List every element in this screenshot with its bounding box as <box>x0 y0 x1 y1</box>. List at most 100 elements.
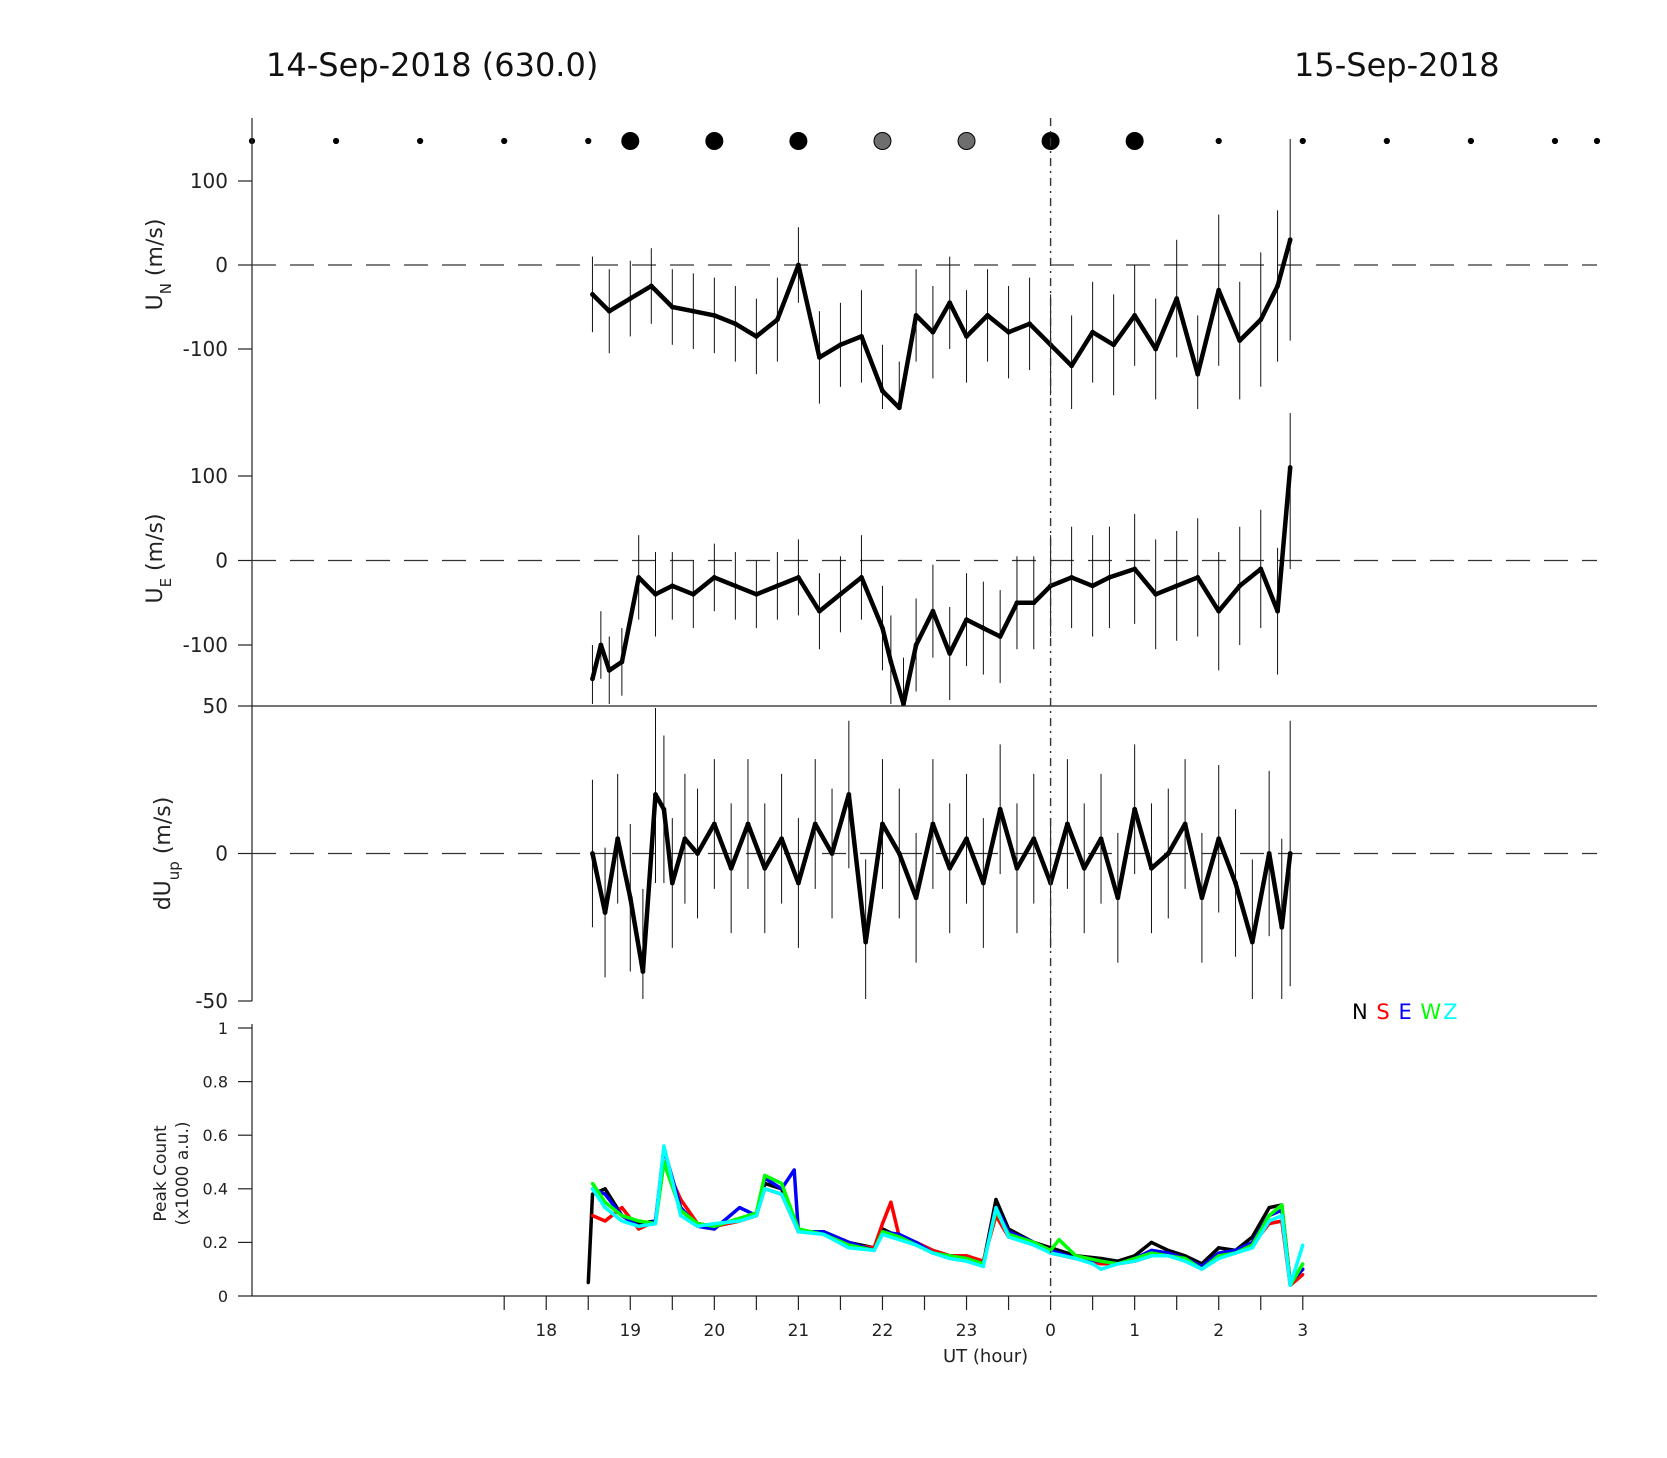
legend-entry-n: N <box>1352 1000 1368 1024</box>
data-point <box>1195 371 1201 377</box>
data-point <box>1032 1243 1036 1247</box>
x-axis-title: UT (hour) <box>943 1346 1028 1367</box>
quality-marker <box>1593 137 1601 145</box>
data-point <box>930 608 936 614</box>
y-axis-label: UN (m/s) <box>143 219 175 311</box>
data-point <box>1006 329 1011 335</box>
data-point <box>1280 1203 1284 1207</box>
data-point <box>914 1243 918 1247</box>
data-point <box>779 836 784 842</box>
data-point <box>636 575 642 580</box>
y-tick-label: 1 <box>218 1019 228 1038</box>
quality-marker <box>1383 137 1390 145</box>
data-point <box>880 821 885 827</box>
x-tick-label: 18 <box>535 1321 557 1341</box>
data-point <box>1216 287 1222 293</box>
data-point <box>690 591 696 597</box>
data-point <box>981 1264 985 1269</box>
data-point <box>1195 575 1201 580</box>
data-point <box>662 1144 666 1148</box>
data-point <box>1267 1205 1271 1210</box>
quality-marker <box>705 132 724 150</box>
data-point <box>847 1246 851 1250</box>
data-point <box>985 313 990 318</box>
panel-u-east: -100 0 100 UE (m/s) <box>143 411 1597 707</box>
y-axis-label-line1: Peak Count <box>151 1125 171 1222</box>
data-point <box>1217 1256 1221 1261</box>
x-tick-label: 19 <box>619 1321 641 1341</box>
y-axis-label-unit: (m/s) <box>151 797 176 861</box>
data-point <box>1275 283 1280 289</box>
data-point <box>1301 1272 1305 1277</box>
data-point <box>1132 566 1138 572</box>
legend-entry-w: W <box>1420 1000 1442 1024</box>
data-point <box>947 651 953 656</box>
y-tick-label: 0 <box>215 842 228 866</box>
x-axis: 18 19 20 21 22 23 0 1 2 3UT (hour) <box>503 1296 1308 1367</box>
data-point <box>712 1224 716 1228</box>
data-point <box>669 583 675 589</box>
data-point <box>964 334 969 339</box>
data-point <box>997 634 1003 639</box>
data-point <box>1091 1262 1095 1266</box>
quality-marker <box>417 137 424 145</box>
data-point <box>754 1214 758 1218</box>
data-point <box>1301 1262 1305 1266</box>
data-point <box>1288 1283 1292 1287</box>
data-point <box>637 1219 641 1223</box>
data-point <box>994 1205 998 1210</box>
data-point <box>1275 608 1280 614</box>
data-point <box>620 1214 624 1218</box>
data-point <box>889 1200 893 1204</box>
data-point <box>964 836 969 842</box>
data-point <box>1111 342 1117 348</box>
y-axis-label-unit: (m/s) <box>143 513 168 577</box>
panel-du-up: -50 0 50 dUup (m/s) <box>151 694 1597 1013</box>
data-point <box>590 1192 595 1196</box>
quality-marker <box>1215 137 1222 145</box>
data-point <box>745 821 751 827</box>
data-point <box>964 1254 969 1258</box>
data-point <box>1279 924 1285 930</box>
data-point <box>603 1205 607 1210</box>
data-point <box>796 1230 801 1234</box>
series-line <box>590 239 1293 411</box>
data-point <box>1081 865 1087 871</box>
data-point <box>1057 1238 1061 1242</box>
data-point <box>872 1248 876 1253</box>
data-point <box>1153 591 1159 597</box>
data-point <box>1199 895 1205 901</box>
data-point <box>829 851 835 856</box>
y-axis-label-subscript: E <box>157 578 175 587</box>
data-point <box>1149 1248 1154 1253</box>
data-point <box>711 821 717 827</box>
data-point <box>1115 895 1121 901</box>
panel-peak-count: 0 0.2 0.4 0.6 0.8 1 Peak Count (x1000 a.u.) <box>151 1019 1597 1306</box>
data-point <box>732 321 738 327</box>
quality-marker <box>1551 137 1559 145</box>
panel-u-north: -100 0 100 UN (m/s) <box>143 118 1597 411</box>
data-point <box>603 1187 607 1191</box>
data-point <box>1014 865 1020 871</box>
data-point <box>682 836 688 842</box>
data-point <box>712 1227 716 1231</box>
data-point <box>1287 851 1293 856</box>
data-point <box>774 583 780 589</box>
data-point <box>1237 583 1243 589</box>
data-point <box>796 575 801 580</box>
data-point <box>964 1256 969 1261</box>
data-point <box>859 575 864 580</box>
quality-marker <box>1125 132 1144 150</box>
data-point <box>1216 836 1222 842</box>
data-point <box>880 388 885 394</box>
data-point <box>1132 806 1138 812</box>
data-point <box>774 317 780 322</box>
data-point <box>980 625 986 631</box>
data-point <box>1069 575 1075 580</box>
x-tick-label: 3 <box>1297 1321 1308 1341</box>
data-point <box>863 939 869 945</box>
series-line <box>590 792 1293 974</box>
data-point <box>1090 583 1096 589</box>
data-point <box>1174 583 1180 589</box>
data-point <box>817 608 822 614</box>
